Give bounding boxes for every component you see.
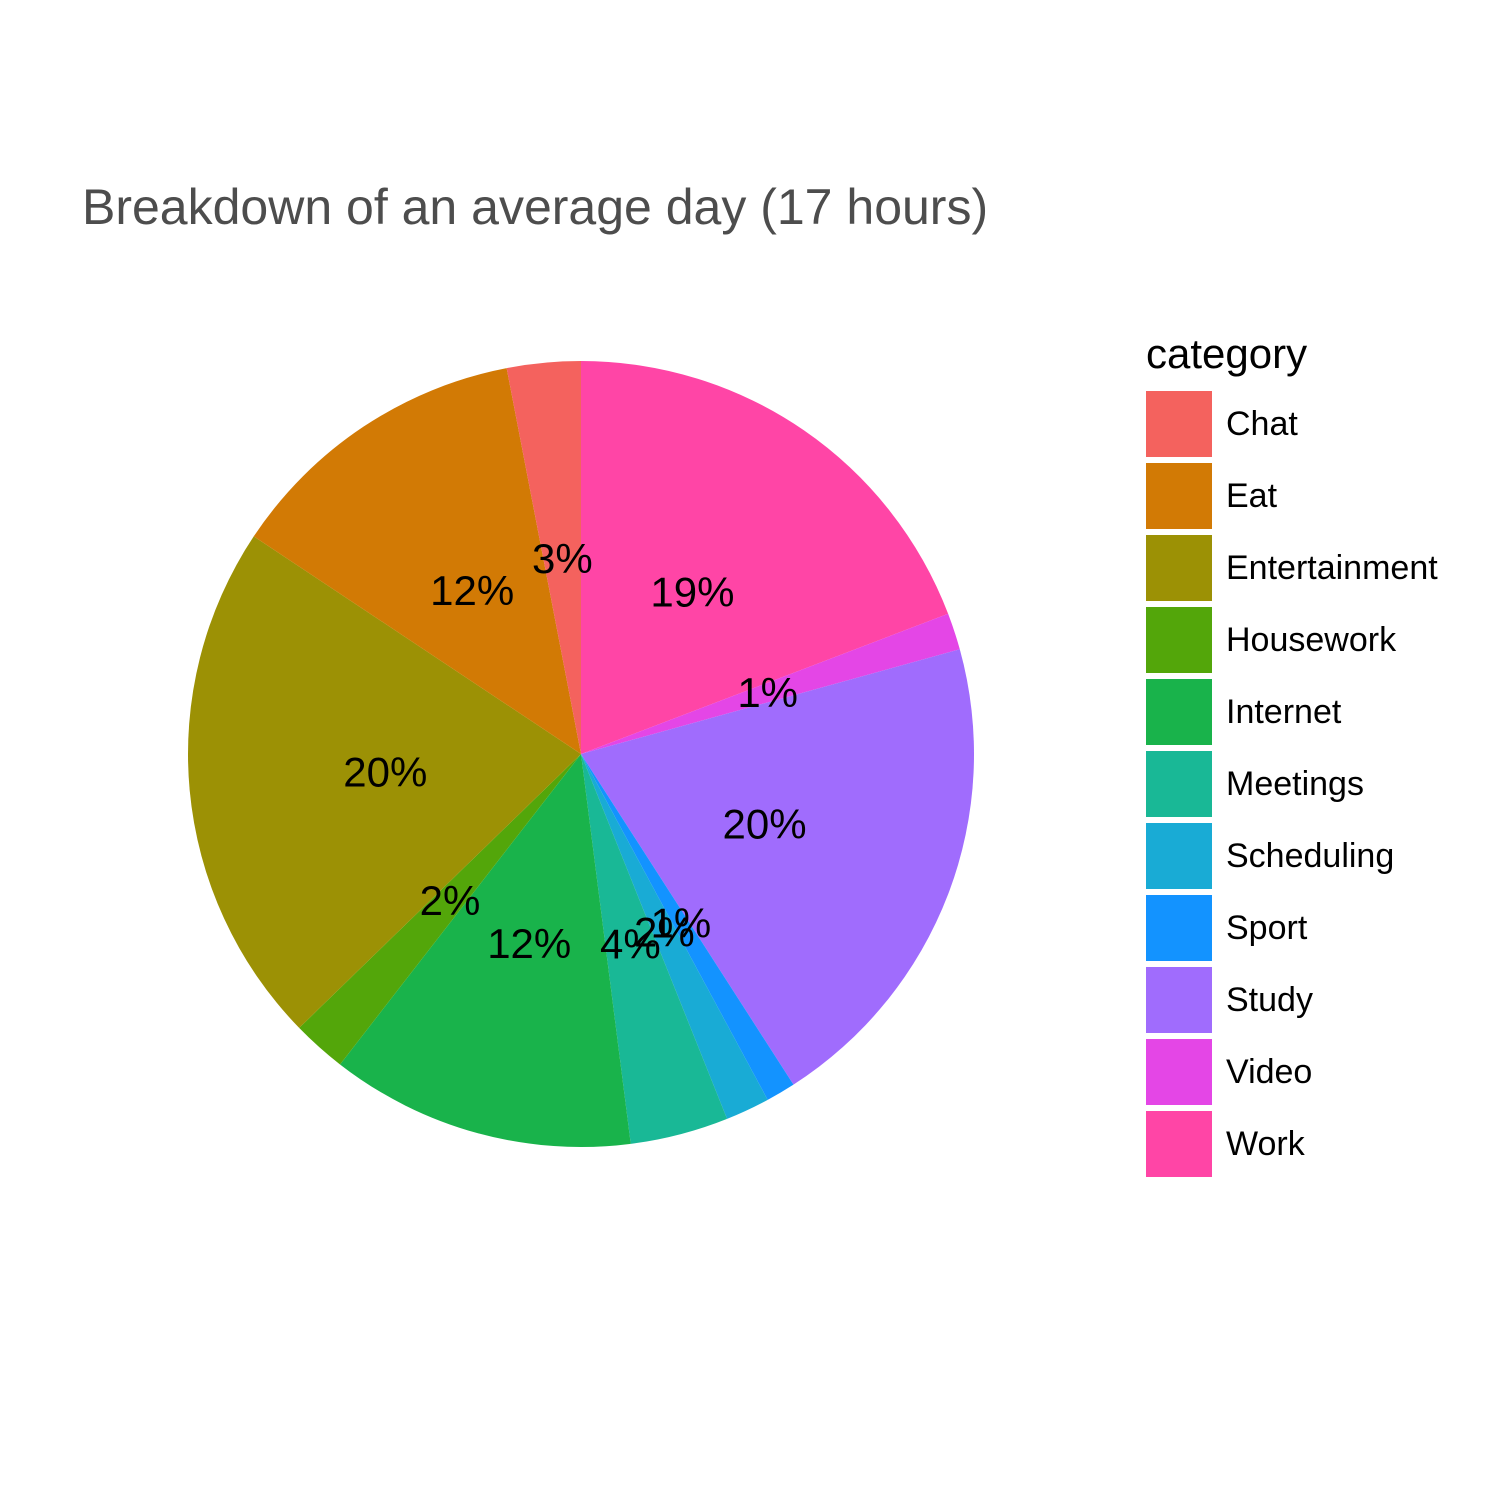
slice-label-entertainment: 20% [343,749,427,796]
legend-label: Internet [1226,692,1342,731]
pie-slice-work [581,361,949,754]
legend-label: Housework [1226,620,1397,659]
pie-slice-sport [581,754,794,1100]
legend-key-swatch [1146,751,1212,817]
slice-label-work: 19% [650,569,734,616]
pie-slice-meetings [581,754,728,1144]
pie-slice-video [581,613,960,754]
legend-label: Eat [1226,476,1278,515]
pie-slice-entertainment [187,536,581,1028]
legend-key-swatch [1146,823,1212,889]
legend-key-swatch [1146,967,1212,1033]
legend-item-work: Work [1146,1108,1438,1180]
legend-item-video: Video [1146,1036,1438,1108]
legend-key-swatch [1146,1111,1212,1177]
legend-item-study: Study [1146,964,1438,1036]
pie-slice-eat [253,368,581,754]
legend-label: Scheduling [1226,836,1395,875]
slice-label-housework: 2% [420,877,481,924]
pie-slice-chat [506,361,581,754]
pie-slice-scheduling [581,754,768,1119]
legend-item-eat: Eat [1146,460,1438,532]
legend-label: Meetings [1226,764,1364,803]
legend-item-internet: Internet [1146,676,1438,748]
legend-label: Sport [1226,908,1308,947]
legend-key-swatch [1146,895,1212,961]
pie-slice-internet [340,754,631,1147]
chart-title: Breakdown of an average day (17 hours) [82,179,989,235]
legend-key-swatch [1146,535,1212,601]
pie-slice-study [581,649,975,1085]
legend-label: Entertainment [1226,548,1438,587]
slice-label-eat: 12% [430,567,514,614]
slice-label-video: 1% [737,669,798,716]
legend-key-swatch [1146,1039,1212,1105]
slice-label-scheduling: 2% [634,908,695,955]
legend-item-chat: Chat [1146,388,1438,460]
legend-item-scheduling: Scheduling [1146,820,1438,892]
legend-label: Work [1226,1124,1305,1163]
legend-key-swatch [1146,679,1212,745]
legend-item-housework: Housework [1146,604,1438,676]
slice-label-meetings: 4% [600,921,661,968]
slice-label-sport: 1% [651,900,712,947]
legend-label: Chat [1226,404,1298,443]
slice-label-study: 20% [723,801,807,848]
slice-label-chat: 3% [532,535,593,582]
legend-title: category [1146,330,1308,377]
legend-items: Chat Eat Entertainment Housework Internet Mee… [1146,388,1438,1180]
legend-item-meetings: Meetings [1146,748,1438,820]
legend-label: Video [1226,1052,1313,1091]
legend-item-entertainment: Entertainment [1146,532,1438,604]
legend-label: Study [1226,980,1313,1019]
legend-item-sport: Sport [1146,892,1438,964]
legend-key-swatch [1146,607,1212,673]
pie-slice-housework [299,754,581,1065]
legend: category Chat Eat Entertainment Housework In… [1146,328,1438,1180]
legend-key-swatch [1146,463,1212,529]
legend-key-swatch [1146,391,1212,457]
slice-label-internet: 12% [487,920,571,967]
